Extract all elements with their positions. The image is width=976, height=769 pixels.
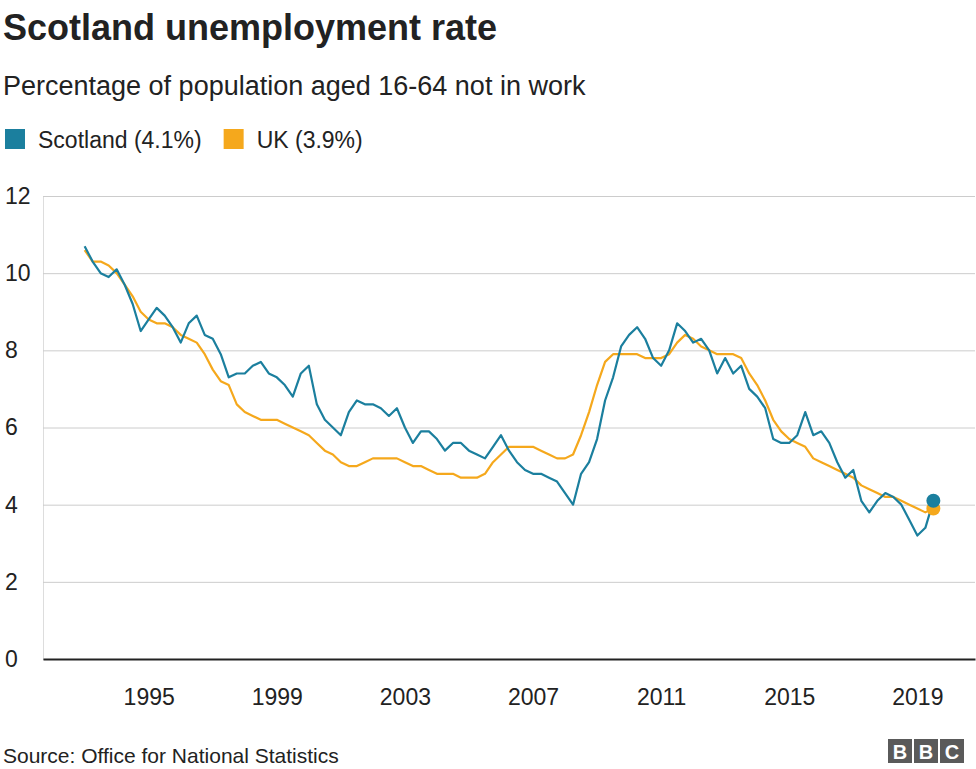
y-tick-label: 10 [5,260,31,286]
x-tick: 2015 [764,659,815,710]
x-axis: 1995 1999 2003 2007 2011 2015 2019 [44,659,976,710]
title: Scotland unemployment rate [3,7,497,48]
y-tick: 4 [5,492,975,518]
x-tick-label: 2019 [892,684,943,710]
grid-line [43,582,975,583]
y-tick-label: 2 [5,569,18,595]
y-axis: 0 2 4 6 8 10 12 [5,183,975,672]
grid-line [43,350,975,351]
logo-box [888,739,912,763]
y-tick-label: 12 [5,183,31,209]
x-tick-label: 1995 [124,684,175,710]
y-tick-label: 4 [5,492,18,518]
x-axis-line [44,659,976,661]
end-marker [926,494,940,508]
x-tick-label: 2003 [380,684,431,710]
series-line [85,246,934,535]
logo-box [940,739,964,763]
x-tick: 2003 [380,659,431,710]
grid-line [43,428,975,429]
x-tick-label: 2015 [764,684,815,710]
source: Source: Office for National Statistics [3,744,339,767]
legend-label: UK (3.9%) [257,127,363,153]
grid-line [43,273,975,274]
x-tick-label: 2007 [508,684,559,710]
subtitle: Percentage of population aged 16-64 not … [3,71,586,101]
y-tick-label: 6 [5,414,18,440]
y-tick-label: 8 [5,337,18,363]
y-tick: 12 [5,183,975,209]
legend: Scotland (4.1%) UK (3.9%) [5,127,363,153]
logo: BBC [888,739,964,763]
y-tick: 0 [5,646,975,672]
y-tick: 6 [5,414,975,440]
series-line [85,250,934,512]
plot-area [85,246,941,535]
x-tick-label: 1999 [252,684,303,710]
y-tick-label: 0 [5,646,18,672]
y-tick: 8 [5,337,975,363]
grid-line [43,505,975,506]
legend-swatch [5,129,25,149]
x-tick: 2011 [637,659,686,710]
chart: Scotland unemployment rate Percentage of … [0,0,976,769]
grid-line [43,196,975,197]
x-tick: 2019 [892,659,943,710]
y-tick: 2 [5,569,975,595]
y-tick: 10 [5,260,975,286]
x-tick: 1999 [252,659,303,710]
x-tick: 1995 [124,659,175,710]
x-tick-label: 2011 [637,684,686,710]
x-tick: 2007 [508,659,559,710]
legend-swatch [224,129,244,149]
logo-text: BBC [893,741,959,763]
legend-label: Scotland (4.1%) [38,127,202,153]
grid-line [43,659,975,660]
logo-box [914,739,938,763]
